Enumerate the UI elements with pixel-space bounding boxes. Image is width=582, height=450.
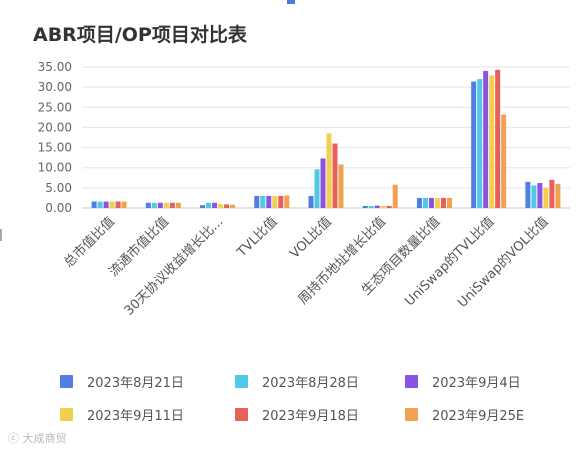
x-tick-label: UniSwap的VOL比值 xyxy=(454,214,551,311)
y-tick-label: 20.00 xyxy=(38,120,72,134)
bar xyxy=(362,205,368,208)
bar xyxy=(254,195,260,208)
bar xyxy=(109,201,115,208)
bar xyxy=(555,183,561,208)
y-tick-label: 30.00 xyxy=(38,80,72,94)
bar xyxy=(446,197,452,208)
bar xyxy=(157,202,163,208)
watermark-text: 大成商贸 xyxy=(22,432,67,445)
bar xyxy=(115,201,121,208)
chart-title: ABR项目/OP项目对比表 xyxy=(33,24,247,46)
bar xyxy=(272,195,278,208)
bar xyxy=(260,195,266,208)
bar xyxy=(495,69,501,208)
bar xyxy=(477,79,483,208)
left-edge-marker xyxy=(0,229,2,241)
bar xyxy=(537,183,543,208)
y-tick-label: 5.00 xyxy=(45,181,72,195)
y-tick-label: 0.00 xyxy=(45,201,72,215)
bar xyxy=(103,201,109,208)
x-tick-label: VOL比值 xyxy=(287,214,335,262)
x-tick-label: 30天协议收益增长比... xyxy=(122,214,227,319)
bar xyxy=(314,169,320,208)
bar xyxy=(163,202,169,208)
x-tick-label: 周持币地址增长比值 xyxy=(295,214,389,308)
bar xyxy=(386,205,392,208)
bar xyxy=(308,195,314,208)
bar xyxy=(501,114,507,208)
bar xyxy=(320,158,326,208)
bar xyxy=(525,181,531,208)
bar xyxy=(543,187,549,208)
bar xyxy=(218,203,224,208)
bar xyxy=(230,204,236,208)
y-tick-label: 10.00 xyxy=(38,161,72,175)
bar xyxy=(169,202,175,208)
bar xyxy=(91,201,97,208)
bar xyxy=(416,197,422,208)
bar xyxy=(151,202,157,208)
bar xyxy=(489,75,495,209)
bar xyxy=(422,197,428,208)
bar xyxy=(332,143,338,208)
y-tick-label: 35.00 xyxy=(38,60,72,74)
bar xyxy=(392,184,398,208)
bar xyxy=(483,71,489,209)
bar xyxy=(121,201,127,208)
bar xyxy=(434,197,440,208)
bar xyxy=(266,195,272,208)
bar xyxy=(380,205,386,208)
bar xyxy=(368,205,374,208)
bar xyxy=(374,205,380,208)
top-indicator xyxy=(287,0,295,4)
bar xyxy=(278,195,284,208)
bar xyxy=(549,179,555,208)
bar xyxy=(338,164,344,208)
bar xyxy=(471,81,477,208)
bar xyxy=(175,202,181,208)
watermark: ⓒ 大成商贸 xyxy=(8,430,67,446)
bar xyxy=(206,202,212,208)
bar xyxy=(440,197,446,208)
bar xyxy=(326,133,332,208)
bar xyxy=(224,204,230,208)
x-tick-label: UniSwap的TVL比值 xyxy=(402,214,498,310)
y-tick-label: 25.00 xyxy=(38,100,72,114)
bar xyxy=(428,197,434,208)
bar xyxy=(200,205,206,208)
watermark-logo-icon: ⓒ xyxy=(8,432,19,445)
bar xyxy=(531,185,537,208)
bar xyxy=(145,202,151,208)
bar xyxy=(97,201,103,208)
x-tick-label: TVL比值 xyxy=(233,214,280,261)
bar xyxy=(212,202,218,208)
bar xyxy=(284,195,290,208)
x-tick-label: 总市值比值 xyxy=(61,214,118,271)
y-tick-label: 15.00 xyxy=(38,141,72,155)
